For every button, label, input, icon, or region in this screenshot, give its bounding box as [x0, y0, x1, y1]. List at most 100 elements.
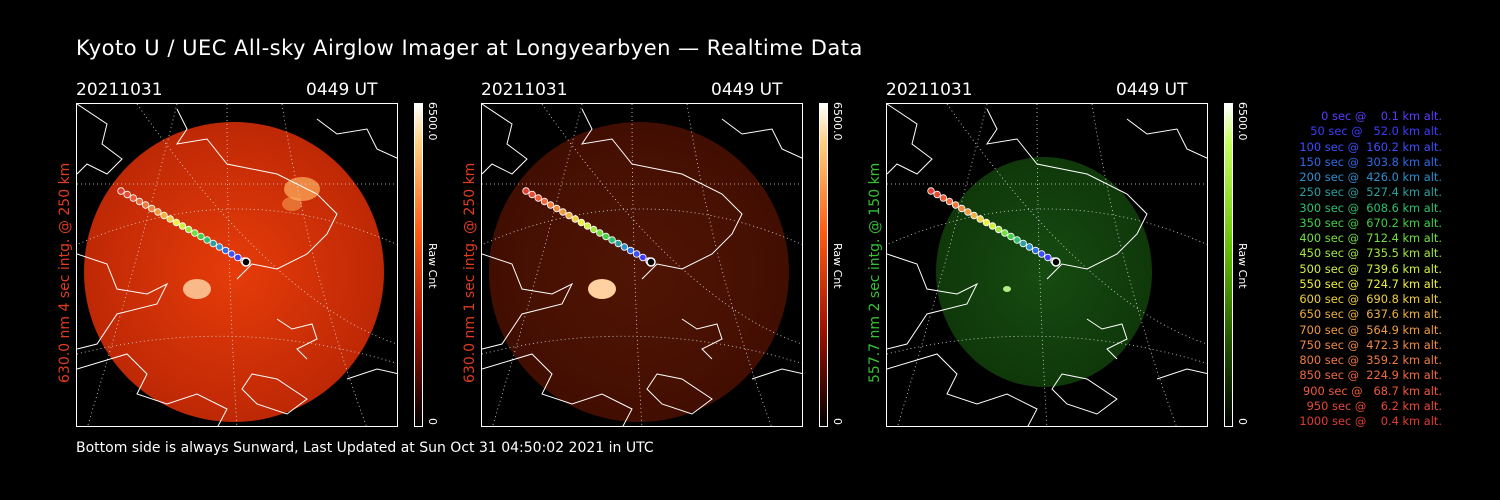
- trajectory-point: [540, 197, 549, 206]
- trajectory: [117, 187, 251, 267]
- legend-row: 150 sec @ 303.8 km alt.: [1295, 154, 1442, 169]
- trajectory-point: [1013, 236, 1021, 244]
- trajectory-point: [553, 204, 561, 213]
- trajectory-point: [933, 190, 941, 199]
- map-grid: [887, 104, 1207, 426]
- trajectory-point: [166, 215, 174, 223]
- launch-site-marker: [1051, 257, 1061, 267]
- trajectory-legend: 0 sec @ 0.1 km alt. 50 sec @ 52.0 km alt…: [1262, 109, 1442, 429]
- trajectory-point: [964, 208, 972, 216]
- trajectory-point: [976, 215, 984, 223]
- trajectory-point: [197, 232, 205, 241]
- legend-row: 950 sec @ 6.2 km alt.: [1303, 398, 1442, 413]
- trajectory-point: [577, 218, 586, 227]
- trajectory-point: [626, 246, 635, 255]
- footer-status: Bottom side is always Sunward, Last Upda…: [76, 440, 654, 456]
- panel-1-cbar-min: 0: [426, 418, 439, 425]
- airglow-disc: [84, 122, 384, 422]
- legend-row: 500 sec @ 739.6 km alt.: [1295, 261, 1442, 276]
- legend-row: 850 sec @ 224.9 km alt.: [1295, 368, 1442, 383]
- map-grid: [77, 104, 397, 426]
- panel-2-cbar-max: 6500.0: [831, 102, 844, 141]
- trajectory-point: [172, 218, 181, 227]
- panel-2-cbar-min: 0: [831, 418, 844, 425]
- trajectory: [927, 187, 1061, 267]
- trajectory-point: [632, 250, 641, 258]
- trajectory-point: [565, 211, 573, 220]
- trajectory-point: [184, 225, 193, 234]
- trajectory-point: [639, 253, 647, 262]
- launch-site-marker: [241, 257, 251, 267]
- aurora-spot: [1003, 286, 1011, 292]
- legend-row: 450 sec @ 735.5 km alt.: [1295, 246, 1442, 261]
- trajectory-point: [221, 246, 230, 255]
- trajectory-point: [571, 215, 579, 223]
- trajectory-point: [160, 211, 168, 220]
- trajectory-point: [602, 232, 610, 241]
- panel-2-cbar-unit: Raw Cnt: [831, 243, 844, 289]
- coastlines: [77, 104, 397, 426]
- panel-1-svg: [77, 104, 397, 426]
- legend-row: 700 sec @ 564.9 km alt.: [1295, 322, 1442, 337]
- trajectory-point: [596, 229, 604, 237]
- trajectory-point: [994, 225, 1003, 234]
- trajectory-point: [209, 239, 217, 248]
- trajectory-point: [559, 208, 567, 216]
- legend-row: 250 sec @ 527.4 km alt.: [1295, 185, 1442, 200]
- trajectory-point: [129, 194, 137, 202]
- trajectory-point: [589, 225, 598, 234]
- trajectory-point: [534, 194, 542, 202]
- trajectory-point: [117, 187, 125, 195]
- panel-3-colorbar: [1224, 103, 1233, 427]
- legend-row: 1000 sec @ 0.4 km alt.: [1299, 414, 1442, 428]
- legend-row: 300 sec @ 608.6 km alt.: [1295, 200, 1442, 215]
- trajectory-point: [546, 201, 555, 209]
- panel-3-date: 20211031: [886, 80, 973, 100]
- page-title: Kyoto U / UEC All-sky Airglow Imager at …: [76, 36, 863, 60]
- aurora-spot: [282, 197, 302, 211]
- panel-3-svg: [887, 104, 1207, 426]
- panel-2-time: 0449 UT: [711, 80, 783, 100]
- trajectory-point: [988, 222, 997, 230]
- coastlines: [482, 104, 802, 426]
- trajectory: [522, 187, 656, 267]
- panel-3-cbar-min: 0: [1236, 418, 1249, 425]
- legend-row: 900 sec @ 68.7 km alt.: [1299, 383, 1442, 398]
- panel-3-image: [886, 103, 1208, 427]
- aurora-spot: [183, 279, 211, 299]
- legend-row: 550 sec @ 724.7 km alt.: [1295, 276, 1442, 291]
- legend-row: 650 sec @ 637.6 km alt.: [1295, 307, 1442, 322]
- panel-3-time: 0449 UT: [1116, 80, 1188, 100]
- trajectory-point: [148, 204, 156, 213]
- panel-3-ylabel: 557.7 nm 2 sec intg. @ 150 km: [867, 162, 883, 383]
- trajectory-point: [951, 201, 960, 209]
- trajectory-point: [123, 190, 131, 199]
- panel-3-cbar-max: 6500.0: [1236, 102, 1249, 141]
- legend-row: 50 sec @ 52.0 km alt.: [1303, 124, 1442, 139]
- coastlines: [887, 104, 1207, 426]
- trajectory-point: [982, 218, 991, 227]
- panel-2-ylabel: 630.0 nm 1 sec intg. @ 250 km: [462, 162, 478, 383]
- trajectory-point: [927, 187, 935, 195]
- trajectory-point: [608, 236, 616, 244]
- trajectory-point: [227, 250, 236, 258]
- legend-row: 800 sec @ 359.2 km alt.: [1295, 353, 1442, 367]
- trajectory-point: [141, 201, 150, 209]
- legend-row: 400 sec @ 712.4 km alt.: [1295, 231, 1442, 245]
- legend-row: 600 sec @ 690.8 km alt.: [1295, 292, 1442, 306]
- panel-1-ylabel: 630.0 nm 4 sec intg. @ 250 km: [57, 162, 73, 383]
- trajectory-point: [135, 197, 144, 206]
- trajectory-point: [614, 239, 622, 248]
- aurora-spot: [588, 279, 616, 299]
- trajectory-point: [1037, 250, 1046, 258]
- trajectory-point: [939, 194, 947, 202]
- trajectory-point: [522, 187, 530, 195]
- trajectory-point: [1007, 232, 1015, 241]
- aurora-spot: [284, 177, 320, 201]
- trajectory-point: [970, 211, 978, 220]
- trajectory-point: [191, 229, 199, 237]
- map-grid: [482, 104, 802, 426]
- trajectory-point: [234, 253, 242, 262]
- trajectory-point: [958, 204, 966, 213]
- trajectory-point: [1019, 239, 1027, 248]
